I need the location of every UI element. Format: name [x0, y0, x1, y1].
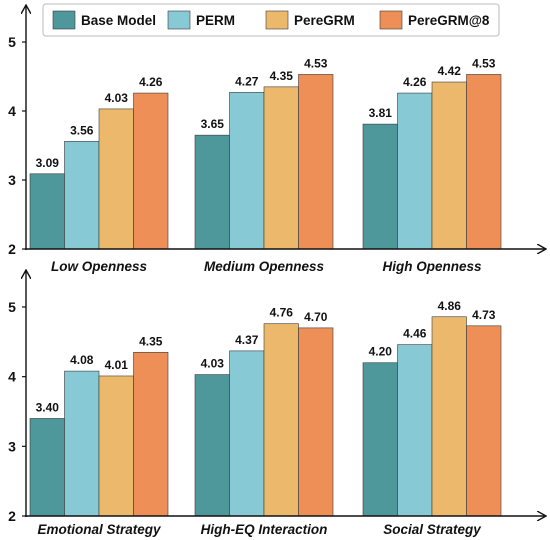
legend: Base Model PERM PereGRM PereGRM@8: [42, 3, 500, 37]
bar-peregrm-emotional-strategy: [98, 375, 134, 517]
y-tick-label: 3: [8, 438, 16, 454]
bar-perm-high-eq-interaction: [229, 350, 265, 517]
bar-peregrm-high-openness: [431, 81, 467, 250]
legend-entry: PERM: [196, 13, 235, 28]
data-label: 3.81: [369, 106, 393, 120]
data-label: 4.73: [472, 308, 496, 322]
y-tick-label: 5: [8, 299, 16, 315]
category-label: Social Strategy: [383, 522, 482, 537]
data-label: 4.76: [270, 306, 294, 320]
data-label: 3.09: [36, 156, 60, 170]
bar-perm-social-strategy: [397, 344, 433, 517]
data-label: 4.26: [139, 75, 163, 89]
data-label: 4.37: [235, 333, 259, 347]
data-label: 3.40: [36, 400, 60, 414]
data-label: 4.26: [403, 75, 427, 89]
bar-base-model-high-eq-interaction: [194, 374, 230, 517]
legend-swatch: [265, 10, 289, 30]
bar-base-model-low-openness: [29, 173, 65, 250]
y-tick-label: 4: [8, 103, 16, 119]
data-label: 4.86: [438, 299, 462, 313]
data-label: 3.56: [70, 123, 94, 137]
y-tick-label: 2: [8, 241, 16, 257]
data-label: 4.01: [105, 358, 129, 372]
bar-base-model-emotional-strategy: [29, 418, 65, 517]
legend-entry: Base Model: [81, 13, 156, 28]
bar-base-model-social-strategy: [362, 362, 398, 517]
data-label: 4.70: [304, 310, 328, 324]
category-label: Emotional Strategy: [37, 522, 162, 537]
legend-swatch: [167, 10, 191, 30]
bar-peregrm-8-medium-openness: [298, 74, 334, 250]
data-label: 4.03: [105, 91, 129, 105]
data-label: 4.46: [403, 327, 427, 341]
bar-base-model-high-openness: [362, 123, 398, 250]
bar-peregrm-8-high-eq-interaction: [298, 327, 334, 517]
bar-peregrm-8-low-openness: [133, 92, 169, 250]
bar-perm-low-openness: [64, 141, 100, 250]
category-label: High Openness: [382, 259, 482, 274]
bar-peregrm-high-eq-interaction: [263, 323, 299, 517]
data-label: 4.53: [472, 56, 496, 70]
legend-swatch: [52, 10, 76, 30]
data-label: 3.65: [201, 117, 225, 131]
bar-perm-medium-openness: [229, 92, 265, 250]
legend-entry: PereGRM@8: [408, 13, 490, 28]
y-tick-label: 3: [8, 172, 16, 188]
data-label: 4.27: [235, 74, 259, 88]
data-label: 4.20: [369, 345, 393, 359]
chart-panel-1: 3.09 3.56 4.03 4.26 Low Openness 3.65 4.27 4.35…: [8, 6, 545, 274]
category-label: High-EQ Interaction: [201, 522, 328, 537]
category-label: Low Openness: [51, 259, 148, 274]
bar-peregrm-social-strategy: [431, 316, 467, 517]
data-label: 4.03: [201, 357, 225, 371]
data-label: 4.42: [438, 64, 462, 78]
data-label: 4.53: [304, 56, 328, 70]
chart-panel-2: 3.40 4.08 4.01 4.35 Emotional Strategy 4.03 4.…: [8, 271, 545, 537]
y-tick-label: 5: [8, 34, 16, 50]
bar-base-model-medium-openness: [194, 134, 230, 250]
legend-swatch: [379, 10, 403, 30]
data-label: 4.35: [139, 334, 163, 348]
legend-entry: PereGRM: [294, 13, 355, 28]
bar-peregrm-8-social-strategy: [466, 325, 502, 517]
y-tick-label: 4: [8, 369, 16, 385]
data-label: 4.08: [70, 353, 94, 367]
bar-perm-high-openness: [397, 92, 433, 250]
bar-peregrm-medium-openness: [263, 86, 299, 250]
category-label: Medium Openness: [204, 259, 325, 274]
bar-peregrm-8-emotional-strategy: [133, 351, 169, 517]
bar-perm-emotional-strategy: [64, 370, 100, 517]
bar-peregrm-8-high-openness: [466, 74, 502, 250]
data-label: 4.35: [270, 69, 294, 83]
bar-peregrm-low-openness: [98, 108, 134, 250]
y-tick-label: 2: [8, 508, 16, 524]
